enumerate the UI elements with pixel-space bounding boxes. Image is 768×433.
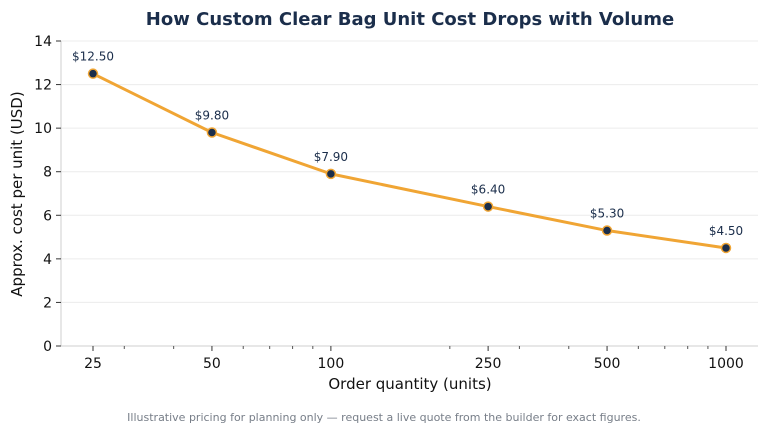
data-point: [87, 68, 99, 79]
chart-title: How Custom Clear Bag Unit Cost Drops wit…: [146, 9, 674, 30]
data-label: $4.50: [709, 224, 743, 238]
data-label: $9.80: [195, 109, 229, 123]
x-tick-label: 100: [318, 356, 345, 372]
y-tick-label: 8: [43, 165, 52, 181]
data-label: $6.40: [471, 183, 505, 197]
y-tick-label: 4: [43, 252, 52, 268]
data-point: [206, 127, 218, 138]
data-point: [601, 225, 613, 236]
data-labels: $12.50 $9.80 $7.90 $6.40 $5.30 $4.50: [72, 50, 743, 238]
y-tick-label: 10: [34, 121, 52, 137]
x-tick-label: 25: [84, 356, 102, 372]
axes: [60, 41, 758, 347]
x-axis-ticks: 25 50 100 250 500 1000: [84, 346, 744, 372]
data-points: [87, 68, 732, 254]
data-point: [482, 201, 494, 212]
footnote: Illustrative pricing for planning only —…: [127, 411, 641, 424]
y-tick-label: 0: [43, 339, 52, 355]
data-point: [325, 168, 337, 180]
y-tick-label: 2: [43, 295, 52, 311]
y-axis-label: Approx. cost per unit (USD): [8, 91, 26, 296]
data-label: $7.90: [314, 150, 348, 164]
series-line-group: [91, 72, 728, 250]
y-tick-label: 14: [34, 34, 52, 50]
data-point: [720, 242, 732, 254]
y-tick-label: 12: [34, 78, 52, 94]
x-tick-label: 500: [594, 356, 621, 372]
data-label: $12.50: [72, 50, 114, 64]
x-tick-label: 50: [203, 356, 221, 372]
series-line: [91, 72, 728, 250]
data-label: $5.30: [590, 207, 624, 221]
y-axis-ticks: 0 2 4 6 8 10 12 14: [34, 34, 61, 355]
x-tick-label: 250: [475, 356, 502, 372]
x-tick-label: 1000: [708, 356, 744, 372]
gridlines: [61, 40, 758, 303]
y-tick-label: 6: [43, 208, 52, 224]
x-axis-label: Order quantity (units): [328, 375, 491, 393]
